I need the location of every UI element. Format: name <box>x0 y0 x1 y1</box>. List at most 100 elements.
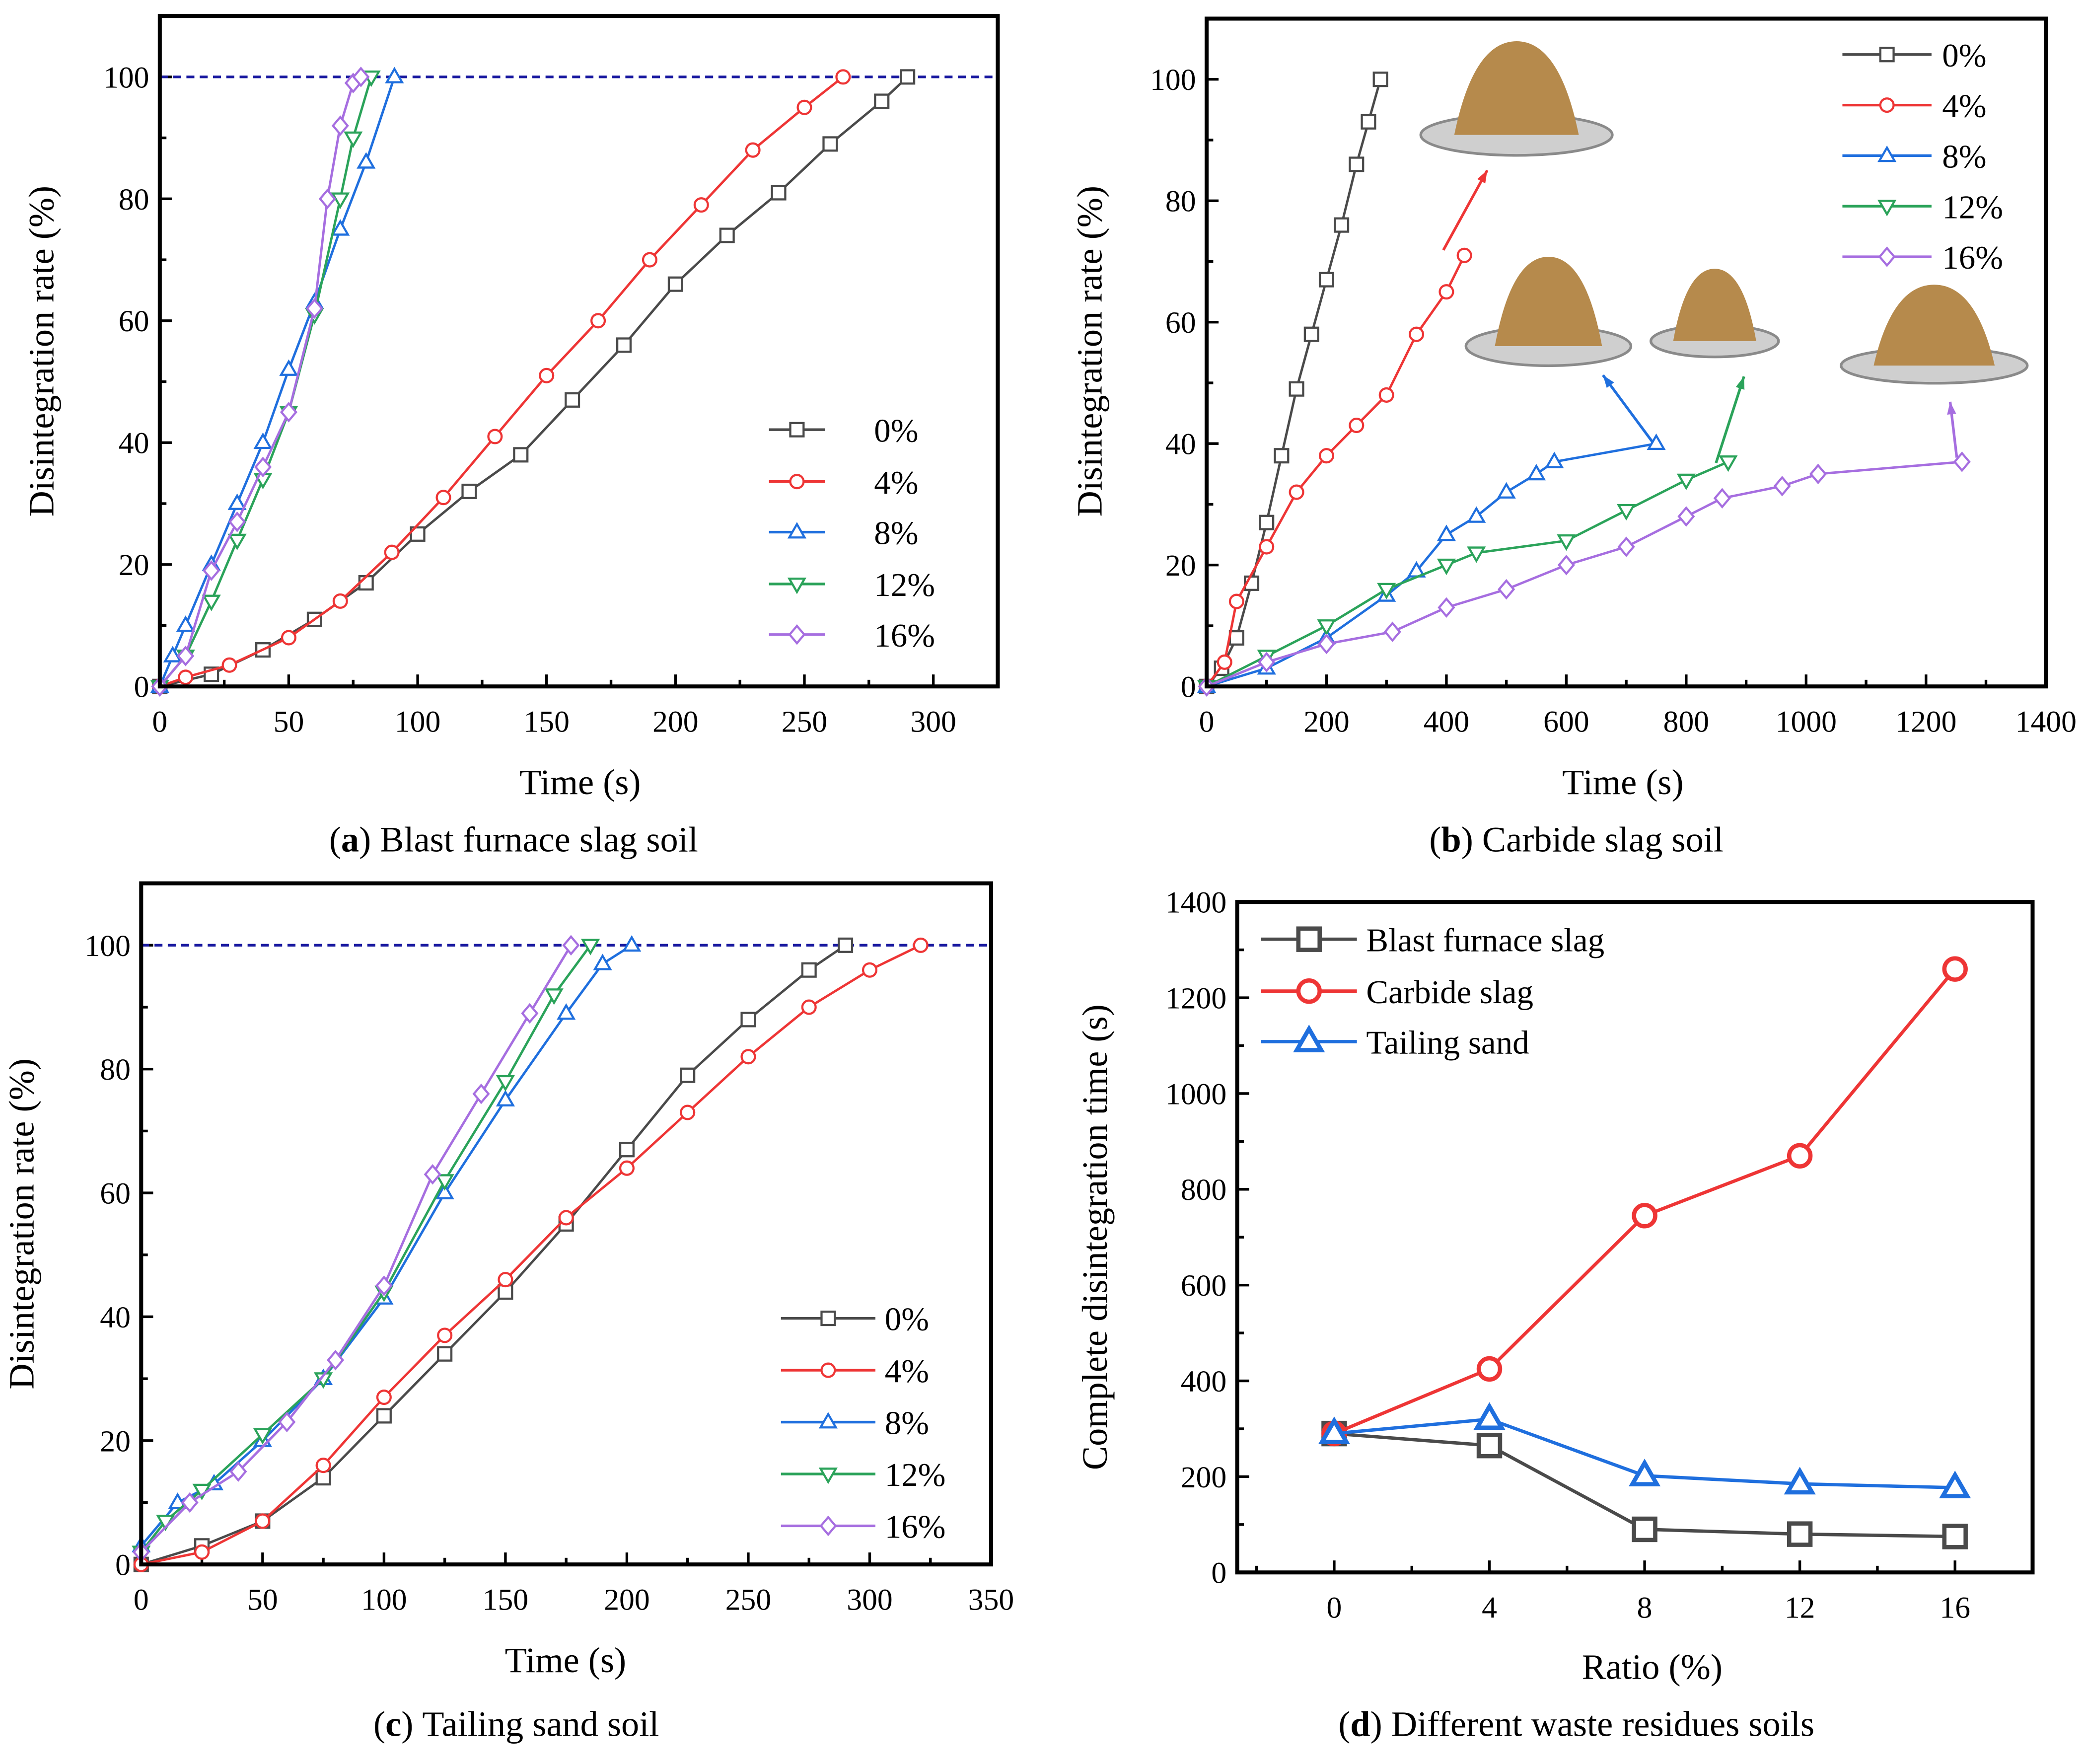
caption-paren: ) <box>359 819 380 859</box>
data-point <box>1318 448 1334 464</box>
legend-entry: 0% <box>1842 37 1987 74</box>
legend-marker <box>787 522 807 539</box>
data-point <box>1318 1416 1350 1445</box>
series-0- <box>1199 72 1388 694</box>
series-line <box>1206 460 1962 688</box>
data-point <box>693 197 709 213</box>
legend-label: 8% <box>874 515 918 552</box>
data-point <box>254 456 272 478</box>
data-point <box>1259 539 1275 555</box>
data-point <box>1378 387 1394 403</box>
data-point <box>1942 956 1968 982</box>
data-point <box>513 447 529 463</box>
caption-paren: ( <box>1429 819 1441 859</box>
caption-letter: b <box>1441 819 1461 859</box>
data-point <box>1467 506 1486 523</box>
legend-marker <box>1293 1025 1325 1052</box>
data-point <box>590 313 606 329</box>
data-point <box>163 646 182 662</box>
x-tick-label: 12 <box>1785 1591 1815 1624</box>
legend-entry: Tailing sand <box>1261 1025 1529 1061</box>
data-point <box>461 483 477 500</box>
caption-title: Tailing sand soil <box>422 1704 659 1744</box>
data-point <box>1498 579 1515 600</box>
data-point <box>1476 1356 1503 1382</box>
legend-entry: 16% <box>769 617 935 654</box>
y-tick-label: 20 <box>100 1424 131 1458</box>
data-point <box>435 1174 454 1191</box>
legend-label: 16% <box>874 617 935 654</box>
x-tick-label: 100 <box>361 1583 407 1617</box>
series-12- <box>132 939 600 1562</box>
y-tick-label: 100 <box>103 61 149 94</box>
x-tick-label: 0 <box>134 1583 149 1617</box>
data-point <box>1409 326 1425 342</box>
data-point <box>281 630 296 646</box>
legend-entry: 0% <box>769 412 919 449</box>
data-point <box>498 1272 513 1288</box>
series-16- <box>1198 451 1971 697</box>
data-point <box>1439 284 1454 300</box>
caption-paren: ( <box>329 819 341 859</box>
soil-sample <box>1495 256 1602 347</box>
legend-entry: 12% <box>781 1457 946 1493</box>
legend-marker <box>818 1468 838 1484</box>
series-line <box>1206 460 1729 688</box>
legend-entry: 4% <box>781 1353 929 1390</box>
data-point <box>1289 484 1304 500</box>
data-point <box>279 359 298 376</box>
data-point <box>410 526 426 542</box>
legend-label: 12% <box>1942 189 2003 225</box>
x-tick-label: 0 <box>152 705 167 738</box>
data-point <box>1787 1521 1813 1547</box>
y-tick-label: 80 <box>1165 185 1196 219</box>
data-point <box>616 337 632 353</box>
y-axis-label: Disintegration rate (%) <box>1070 186 1109 517</box>
data-point <box>1617 536 1635 557</box>
legend-label: 0% <box>1942 37 1986 74</box>
data-point <box>838 937 854 953</box>
data-point <box>740 1049 756 1065</box>
data-point <box>331 115 349 136</box>
data-point <box>835 69 851 85</box>
x-tick-label: 1200 <box>1895 705 1956 738</box>
data-point <box>221 657 237 673</box>
data-point <box>318 188 336 210</box>
legend-entry: 4% <box>1842 88 1987 125</box>
legend-entry: 0% <box>781 1301 929 1338</box>
legend-label: 12% <box>885 1457 946 1493</box>
legend-marker <box>1877 146 1897 162</box>
chart-c: 0 50 100 150 200 250 300 350 0 20 40 60 80 100 0% 4% 8% 1… <box>1 881 1014 1744</box>
data-point <box>315 1470 331 1486</box>
photo-sample-8pct <box>1464 256 1633 368</box>
legend-entry: 12% <box>769 567 935 603</box>
data-point <box>327 1350 345 1371</box>
caption-letter: a <box>341 819 359 859</box>
data-point <box>435 1182 454 1199</box>
legend-label: 8% <box>1942 139 1986 175</box>
legend-label: 0% <box>874 412 918 449</box>
data-point <box>1383 621 1401 642</box>
plot-frame <box>157 14 1000 689</box>
data-point <box>178 669 194 685</box>
data-point <box>202 594 221 611</box>
data-point <box>1939 1470 1971 1499</box>
data-point <box>801 962 817 978</box>
data-point <box>1228 630 1244 646</box>
x-tick-label: 0 <box>1327 1591 1342 1624</box>
data-point <box>593 954 612 970</box>
data-point <box>719 227 735 243</box>
data-point <box>745 142 761 158</box>
data-point <box>1617 504 1636 521</box>
data-point <box>472 1083 490 1104</box>
data-point <box>227 533 247 551</box>
x-tick-label: 8 <box>1637 1591 1653 1624</box>
data-point <box>1632 1203 1657 1229</box>
data-point <box>558 1210 574 1226</box>
legend-marker <box>1879 47 1895 63</box>
annotation-arrow <box>1715 376 1745 464</box>
y-tick-label: 40 <box>100 1301 131 1334</box>
x-tick-label: 350 <box>968 1583 1014 1617</box>
